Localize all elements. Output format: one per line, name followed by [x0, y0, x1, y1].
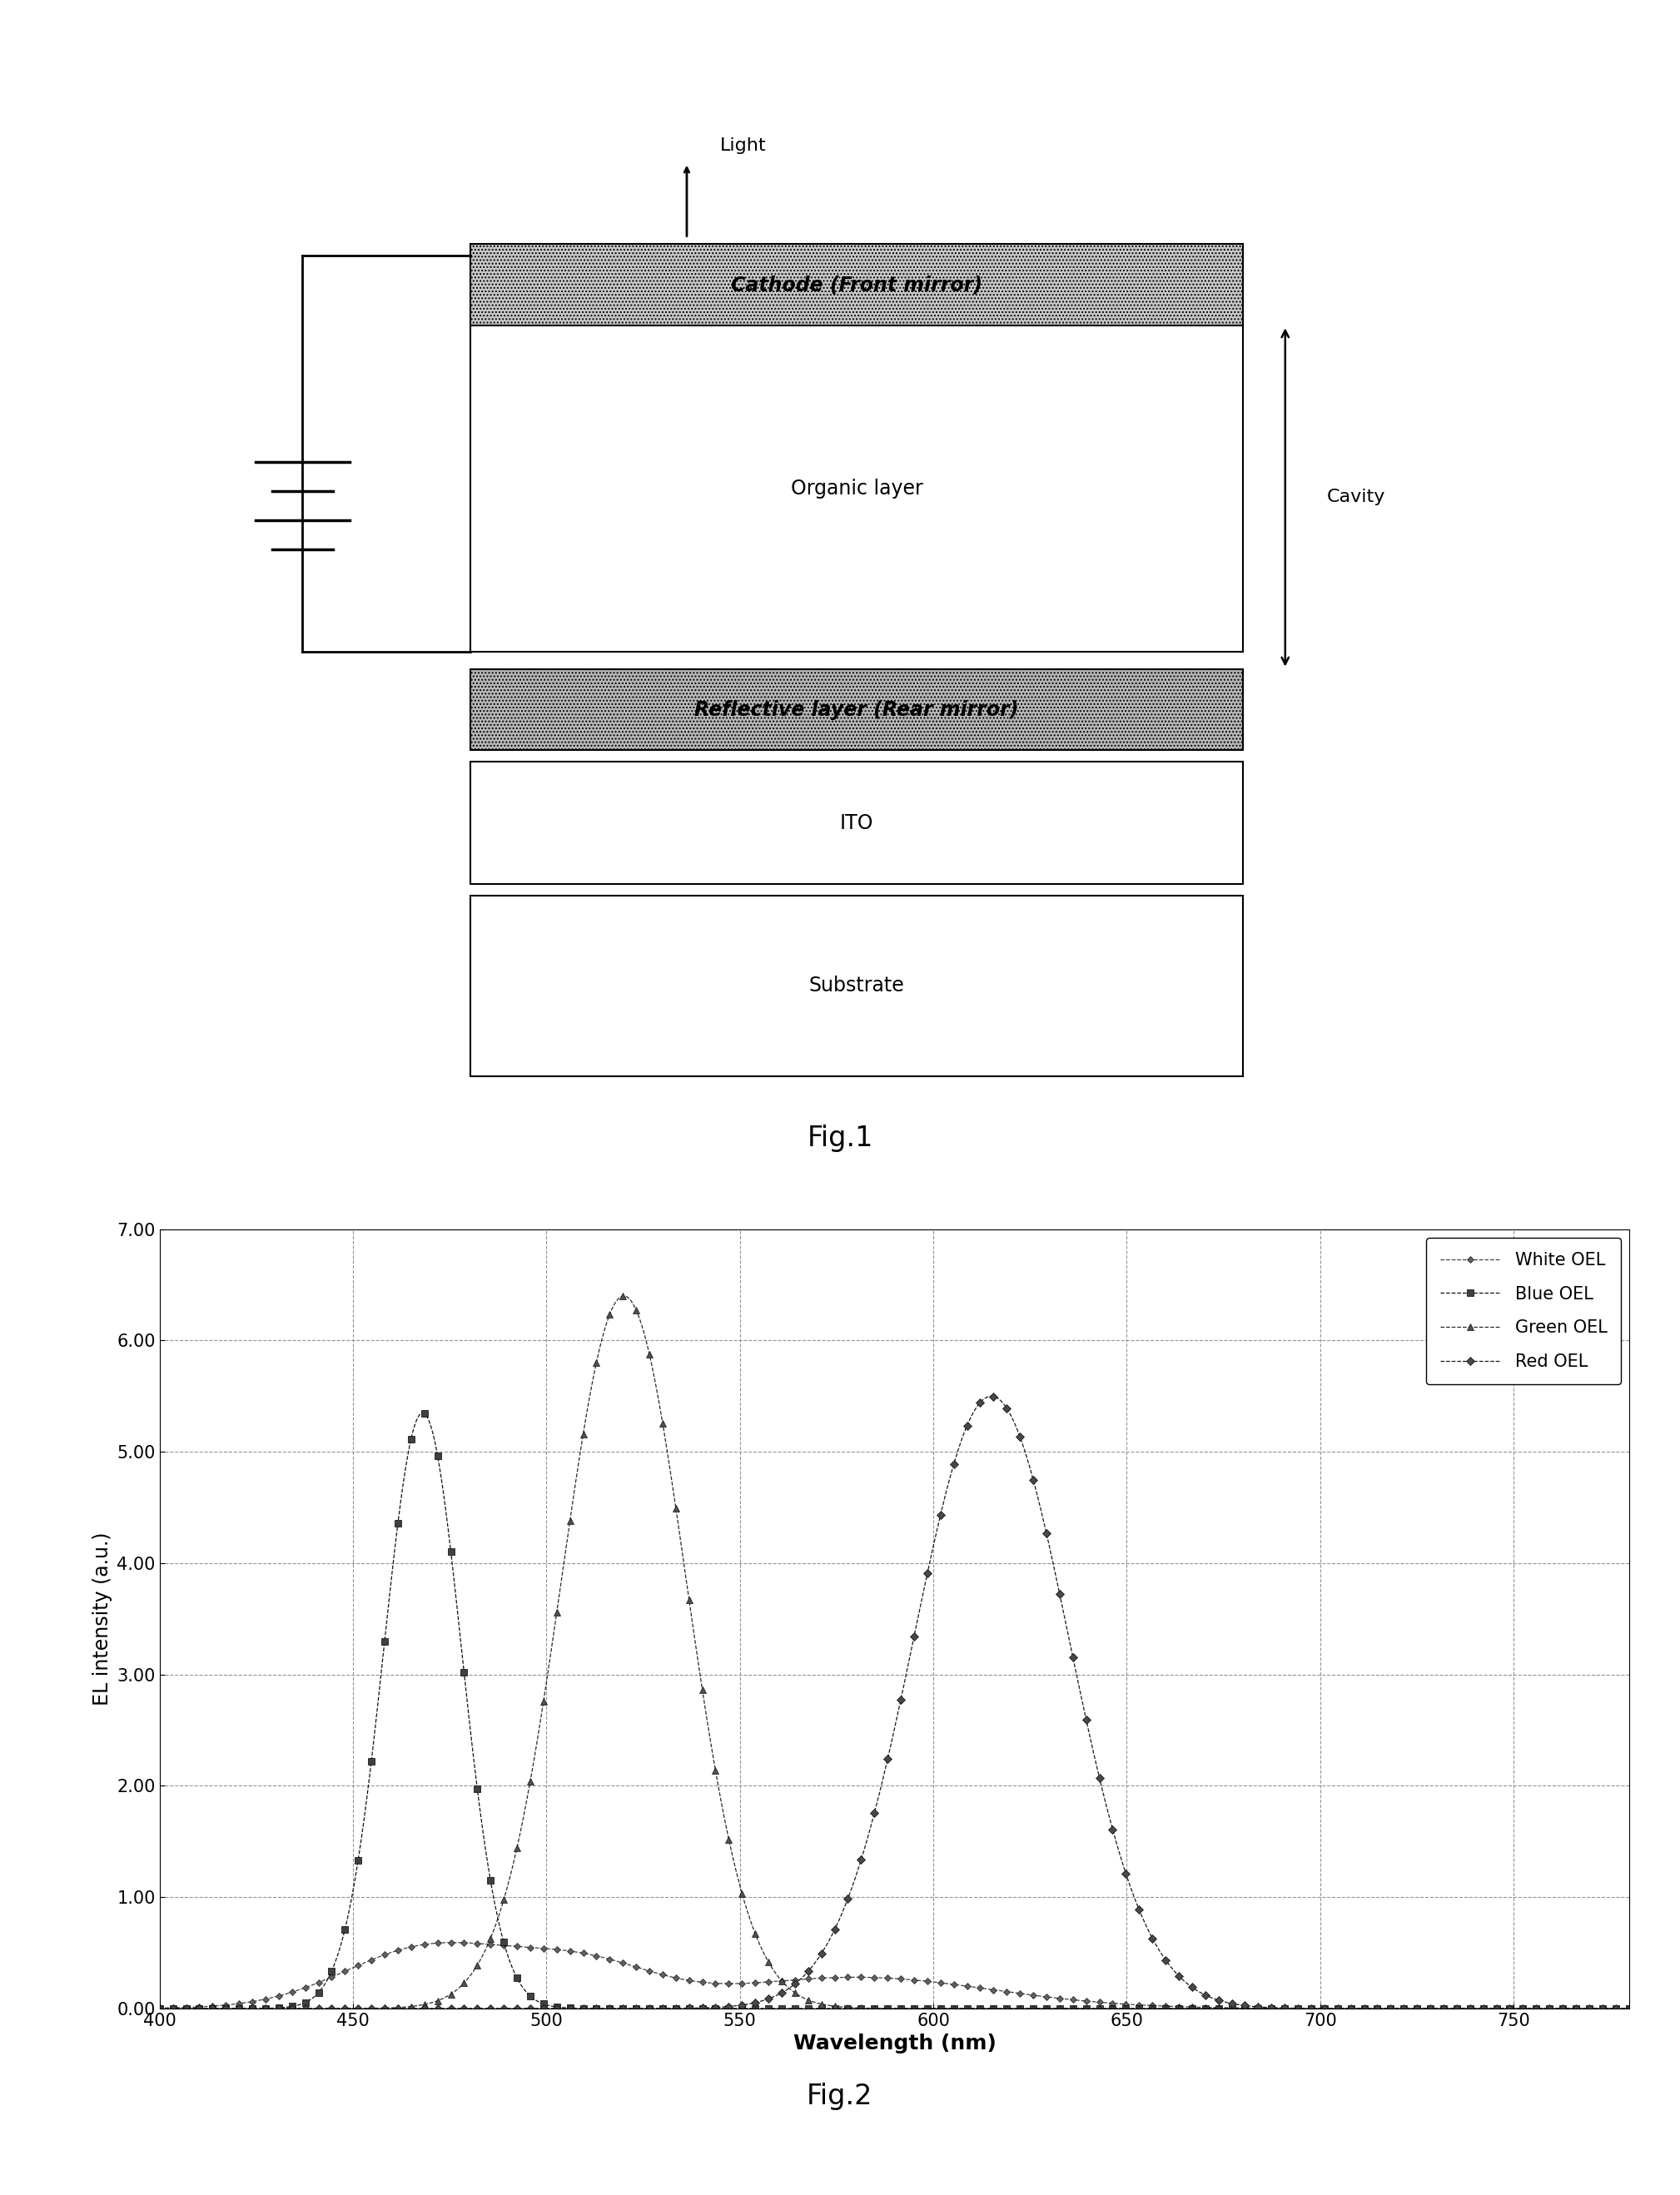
Red OEL: [825, 1914, 845, 1940]
Red OEL: [981, 1383, 1001, 1409]
White OEL: [444, 1929, 464, 1956]
Green OEL: [1307, 1995, 1327, 2022]
X-axis label: Wavelength (nm): Wavelength (nm): [793, 2035, 996, 2055]
Line: Green OEL: Green OEL: [156, 1293, 1633, 2011]
White OEL: [1578, 1995, 1598, 2022]
Green OEL: [1578, 1995, 1598, 2022]
Green OEL: [613, 1282, 633, 1308]
White OEL: [1578, 1995, 1598, 2022]
Text: Organic layer: Organic layer: [791, 479, 922, 498]
Bar: [470, 762, 1243, 885]
Blue OEL: [865, 1995, 885, 2022]
White OEL: [225, 1991, 245, 2017]
Red OEL: [1578, 1995, 1598, 2022]
Bar: [470, 244, 1243, 325]
White OEL: [827, 1965, 847, 1991]
Green OEL: [865, 1995, 885, 2022]
White OEL: [1620, 1995, 1640, 2022]
Line: Red OEL: Red OEL: [156, 1394, 1633, 2011]
Green OEL: [1620, 1995, 1640, 2022]
Blue OEL: [1578, 1995, 1598, 2022]
Text: ITO: ITO: [840, 812, 874, 834]
Red OEL: [1620, 1995, 1640, 2022]
Red OEL: [1578, 1995, 1598, 2022]
White OEL: [865, 1965, 885, 1991]
Green OEL: [1578, 1995, 1598, 2022]
Text: Reflective layer (Rear mirror): Reflective layer (Rear mirror): [694, 700, 1020, 720]
Red OEL: [150, 1995, 170, 2022]
Blue OEL: [1620, 1995, 1640, 2022]
Text: Light: Light: [721, 136, 766, 154]
Y-axis label: EL intensity (a.u.): EL intensity (a.u.): [92, 1532, 113, 1706]
Legend: White OEL, Blue OEL, Green OEL, Red OEL: White OEL, Blue OEL, Green OEL, Red OEL: [1426, 1238, 1621, 1385]
Green OEL: [225, 1995, 245, 2022]
Text: Cathode (Front mirror): Cathode (Front mirror): [731, 274, 983, 294]
Blue OEL: [413, 1400, 433, 1427]
Bar: [470, 669, 1243, 751]
Line: Blue OEL: Blue OEL: [156, 1409, 1633, 2011]
Blue OEL: [225, 1995, 245, 2022]
Text: Fig.2: Fig.2: [806, 2083, 874, 2109]
Blue OEL: [1307, 1995, 1327, 2022]
Bar: [470, 325, 1243, 652]
White OEL: [150, 1995, 170, 2022]
Text: Fig.1: Fig.1: [806, 1124, 874, 1152]
Red OEL: [864, 1800, 884, 1826]
Red OEL: [1307, 1995, 1327, 2022]
Blue OEL: [827, 1995, 847, 2022]
Line: White OEL: White OEL: [158, 1940, 1631, 2011]
White OEL: [1307, 1995, 1327, 2022]
Red OEL: [225, 1995, 245, 2022]
Bar: [470, 896, 1243, 1076]
Blue OEL: [150, 1995, 170, 2022]
Text: Cavity: Cavity: [1327, 489, 1386, 505]
Text: Substrate: Substrate: [810, 977, 904, 997]
Blue OEL: [1578, 1995, 1598, 2022]
Green OEL: [827, 1993, 847, 2019]
Green OEL: [150, 1995, 170, 2022]
